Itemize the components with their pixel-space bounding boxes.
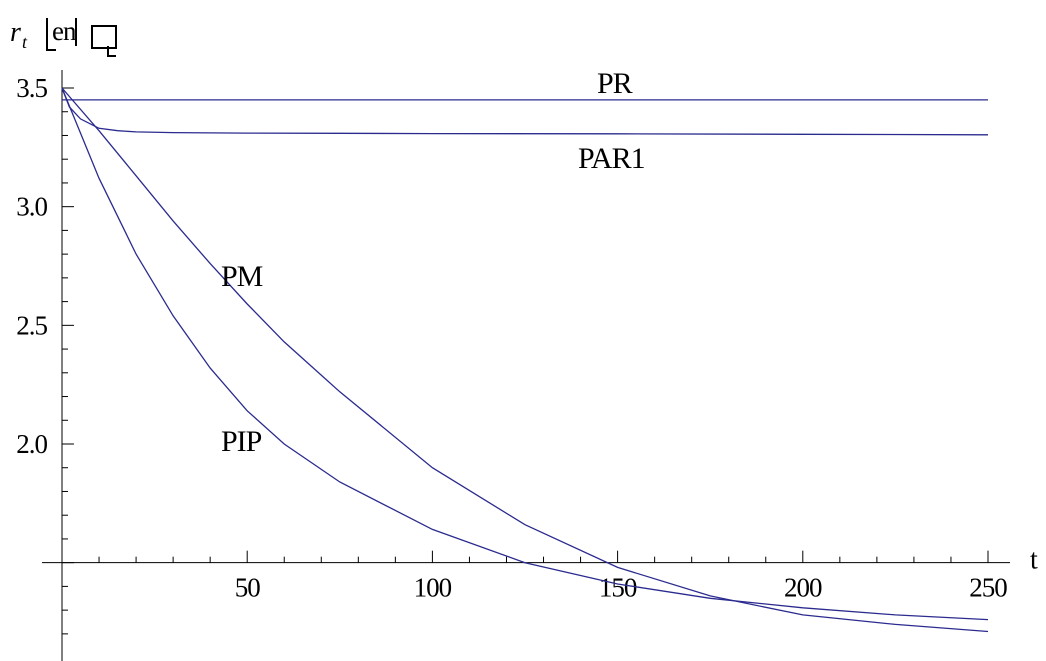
y-tick-label: 2.5 <box>16 310 47 340</box>
y-axis-title-subscript: t <box>22 32 28 52</box>
x-tick-labels: 50 100 150 200 250 <box>235 573 1009 603</box>
x-tick-label: 50 <box>235 573 261 603</box>
x-minor-ticks <box>98 550 989 563</box>
axes: 50 100 150 200 250 2.0 2.5 3.0 3.5 <box>16 70 1010 661</box>
series-label-pm: PM <box>221 260 263 293</box>
left-bracket-glyph <box>46 18 56 51</box>
y-axis-title: r t en <box>10 16 117 57</box>
y-axis-title-bracket-text: en <box>52 16 77 46</box>
y-tick-label: 3.0 <box>16 192 47 222</box>
series-line-pip <box>61 87 989 621</box>
placeholder-box-glyph <box>75 18 117 57</box>
x-tick-label: 200 <box>784 573 822 603</box>
x-tick-label: 250 <box>969 573 1007 603</box>
series-label-par1: PAR1 <box>578 142 645 175</box>
y-tick-label: 2.0 <box>16 429 47 459</box>
y-tick-label: 3.5 <box>16 73 47 103</box>
series-line-par1 <box>61 87 989 136</box>
y-minor-ticks <box>62 87 74 635</box>
y-axis-title-main: r <box>10 17 21 48</box>
y-tick-labels: 2.0 2.5 3.0 3.5 <box>16 73 48 459</box>
series-layer <box>61 87 989 633</box>
series-label-pr: PR <box>597 67 633 100</box>
x-tick-label: 150 <box>599 573 637 603</box>
series-line-pm <box>61 87 989 633</box>
x-axis-title: t <box>1030 545 1038 576</box>
series-label-pip: PIP <box>221 425 262 458</box>
x-tick-label: 100 <box>414 573 452 603</box>
series-labels: PR PAR1 PM PIP <box>221 67 646 458</box>
